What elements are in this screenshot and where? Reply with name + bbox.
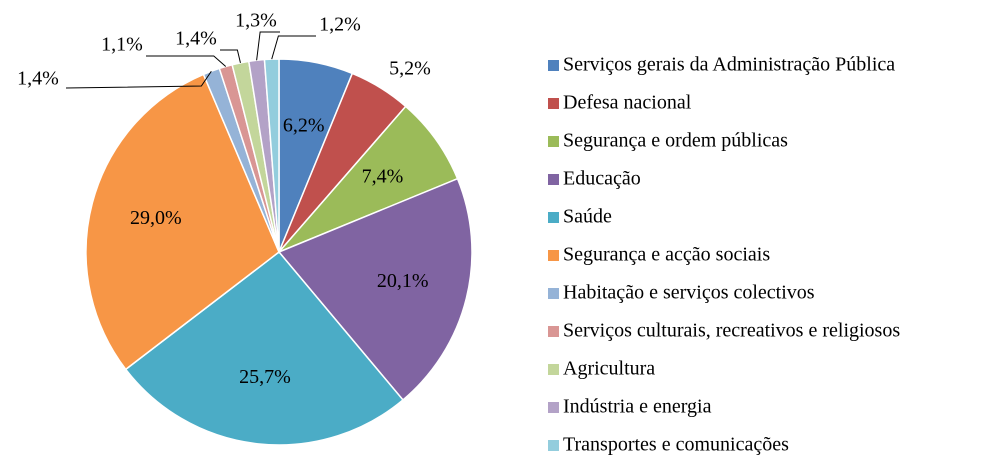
legend-swatch (548, 136, 559, 147)
legend-label: Serviços gerais da Administração Pública (563, 54, 895, 76)
pie-slice (124, 250, 405, 446)
legend-swatch (548, 60, 559, 71)
legend-swatch (548, 364, 559, 375)
data-label: 1,1% (101, 34, 143, 56)
legend-swatch (548, 212, 559, 223)
legend-swatch (548, 288, 559, 299)
data-label: 5,2% (389, 58, 431, 80)
legend-label: Habitação e serviços colectivos (563, 282, 815, 304)
data-label: 29,0% (130, 207, 182, 229)
legend-swatch (548, 98, 559, 109)
legend-swatch (548, 250, 559, 261)
legend-swatch (548, 326, 559, 337)
data-label: 1,3% (235, 10, 277, 32)
data-label: 1,4% (17, 68, 59, 90)
data-label: 1,2% (319, 14, 361, 36)
data-label: 7,4% (362, 165, 404, 187)
pie-slice (277, 177, 473, 401)
legend-label: Serviços culturais, recreativos e religi… (563, 320, 900, 342)
legend-label: Transportes e comunicações (563, 434, 789, 456)
legend-label: Educação (563, 168, 641, 190)
data-label: 6,2% (283, 115, 325, 137)
leader-line (256, 31, 280, 61)
pie-slice (85, 73, 280, 371)
legend-swatch (548, 402, 559, 413)
leader-line (146, 55, 227, 67)
legend-label: Indústria e energia (563, 396, 712, 418)
data-label: 25,7% (239, 366, 291, 388)
leader-line (65, 70, 212, 89)
data-label: 1,4% (175, 28, 217, 50)
legend-label: Defesa nacional (563, 92, 692, 114)
legend-label: Agricultura (563, 358, 655, 380)
data-label: 20,1% (377, 270, 429, 292)
leader-line (220, 49, 241, 64)
legend-label: Segurança e acção sociais (563, 244, 770, 266)
leader-line (271, 35, 316, 60)
legend-swatch (548, 440, 559, 451)
legend-label: Saúde (563, 206, 612, 228)
legend-label: Segurança e ordem públicas (563, 130, 788, 152)
legend-swatch (548, 174, 559, 185)
